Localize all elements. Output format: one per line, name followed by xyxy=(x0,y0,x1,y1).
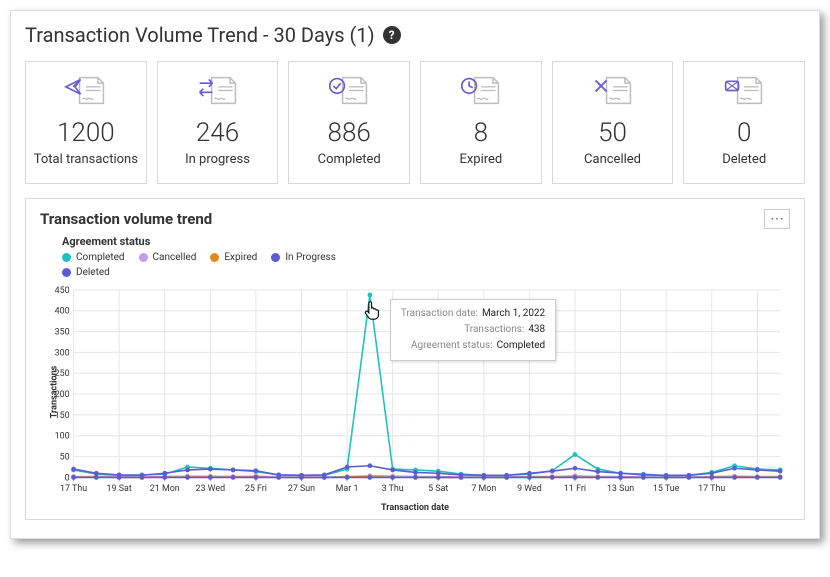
svg-text:450: 450 xyxy=(55,286,70,296)
card-label: Expired xyxy=(459,152,502,169)
svg-text:19 Sat: 19 Sat xyxy=(107,484,132,494)
help-icon[interactable]: ? xyxy=(383,26,401,44)
card-completed[interactable]: 886 Completed xyxy=(288,61,410,184)
svg-text:17 Thu: 17 Thu xyxy=(698,484,725,494)
svg-text:5 Sat: 5 Sat xyxy=(428,484,448,494)
panel-title: Transaction volume trend xyxy=(40,210,212,228)
svg-text:50: 50 xyxy=(60,452,70,462)
legend-label: Completed xyxy=(76,252,125,263)
chart-panel: Transaction volume trend ⋯ Agreement sta… xyxy=(25,198,805,520)
chart-holder: Transactions 050100150200250300350400450… xyxy=(40,284,790,501)
legend-item[interactable]: Completed xyxy=(62,252,125,263)
svg-text:7 Mon: 7 Mon xyxy=(471,484,496,494)
legend-swatch xyxy=(62,268,71,277)
legend-label: Cancelled xyxy=(153,252,197,263)
legend-title: Agreement status xyxy=(62,235,790,248)
svg-text:25 Fri: 25 Fri xyxy=(245,484,267,494)
svg-text:13 Sun: 13 Sun xyxy=(607,484,634,494)
deleted-icon xyxy=(722,74,766,108)
card-deleted[interactable]: 0 Deleted xyxy=(683,61,805,184)
svg-text:9 Wed: 9 Wed xyxy=(517,484,542,494)
svg-text:0: 0 xyxy=(65,473,70,483)
completed-icon xyxy=(327,74,371,108)
legend-item[interactable]: In Progress xyxy=(271,252,336,263)
svg-text:23 Wed: 23 Wed xyxy=(196,484,226,494)
svg-text:21 Mon: 21 Mon xyxy=(150,484,180,494)
card-value: 0 xyxy=(737,118,751,148)
svg-text:3 Thu: 3 Thu xyxy=(382,484,404,494)
cancelled-icon xyxy=(591,74,635,108)
y-axis-label: Transactions xyxy=(49,366,59,419)
expired-icon xyxy=(459,74,503,108)
legend-item[interactable]: Cancelled xyxy=(139,252,197,263)
summary-cards: 1200 Total transactions 246 In progress … xyxy=(25,61,805,184)
card-label: Cancelled xyxy=(584,152,641,169)
legend-swatch xyxy=(62,253,71,262)
card-label: Completed xyxy=(318,152,381,169)
panel-menu-button[interactable]: ⋯ xyxy=(764,209,790,229)
card-value: 8 xyxy=(474,118,488,148)
legend-item[interactable]: Expired xyxy=(210,252,257,263)
svg-text:Mar 1: Mar 1 xyxy=(336,484,359,494)
svg-text:15 Tue: 15 Tue xyxy=(653,484,680,494)
svg-text:300: 300 xyxy=(55,348,70,358)
legend-label: Expired xyxy=(224,252,257,263)
legend-swatch xyxy=(139,253,148,262)
legend-swatch xyxy=(210,253,219,262)
card-inprogress[interactable]: 246 In progress xyxy=(157,61,279,184)
card-value: 50 xyxy=(598,118,627,148)
legend: Completed Cancelled Expired In Progress Dele… xyxy=(62,252,362,278)
card-value: 1200 xyxy=(57,118,115,148)
card-value: 246 xyxy=(196,118,239,148)
svg-text:350: 350 xyxy=(55,327,70,337)
card-value: 886 xyxy=(328,118,371,148)
legend-label: In Progress xyxy=(285,252,336,263)
x-axis-label: Transaction date xyxy=(40,503,790,513)
legend-label: Deleted xyxy=(76,267,110,278)
legend-swatch xyxy=(271,253,280,262)
card-cancelled[interactable]: 50 Cancelled xyxy=(552,61,674,184)
inprogress-icon xyxy=(196,74,240,108)
svg-text:11 Fri: 11 Fri xyxy=(564,484,586,494)
card-label: Deleted xyxy=(722,152,766,169)
card-label: In progress xyxy=(185,152,250,169)
svg-text:17 Thu: 17 Thu xyxy=(60,484,87,494)
total-icon xyxy=(64,74,108,108)
svg-text:400: 400 xyxy=(55,307,70,317)
svg-text:100: 100 xyxy=(55,432,70,442)
card-expired[interactable]: 8 Expired xyxy=(420,61,542,184)
svg-text:27 Sun: 27 Sun xyxy=(288,484,315,494)
chart-tooltip: Transaction date:March 1, 2022 Transacti… xyxy=(390,299,556,361)
card-label: Total transactions xyxy=(34,152,138,169)
card-total[interactable]: 1200 Total transactions xyxy=(25,61,147,184)
legend-item[interactable]: Deleted xyxy=(62,267,110,278)
page-title: Transaction Volume Trend - 30 Days (1) xyxy=(25,23,375,47)
